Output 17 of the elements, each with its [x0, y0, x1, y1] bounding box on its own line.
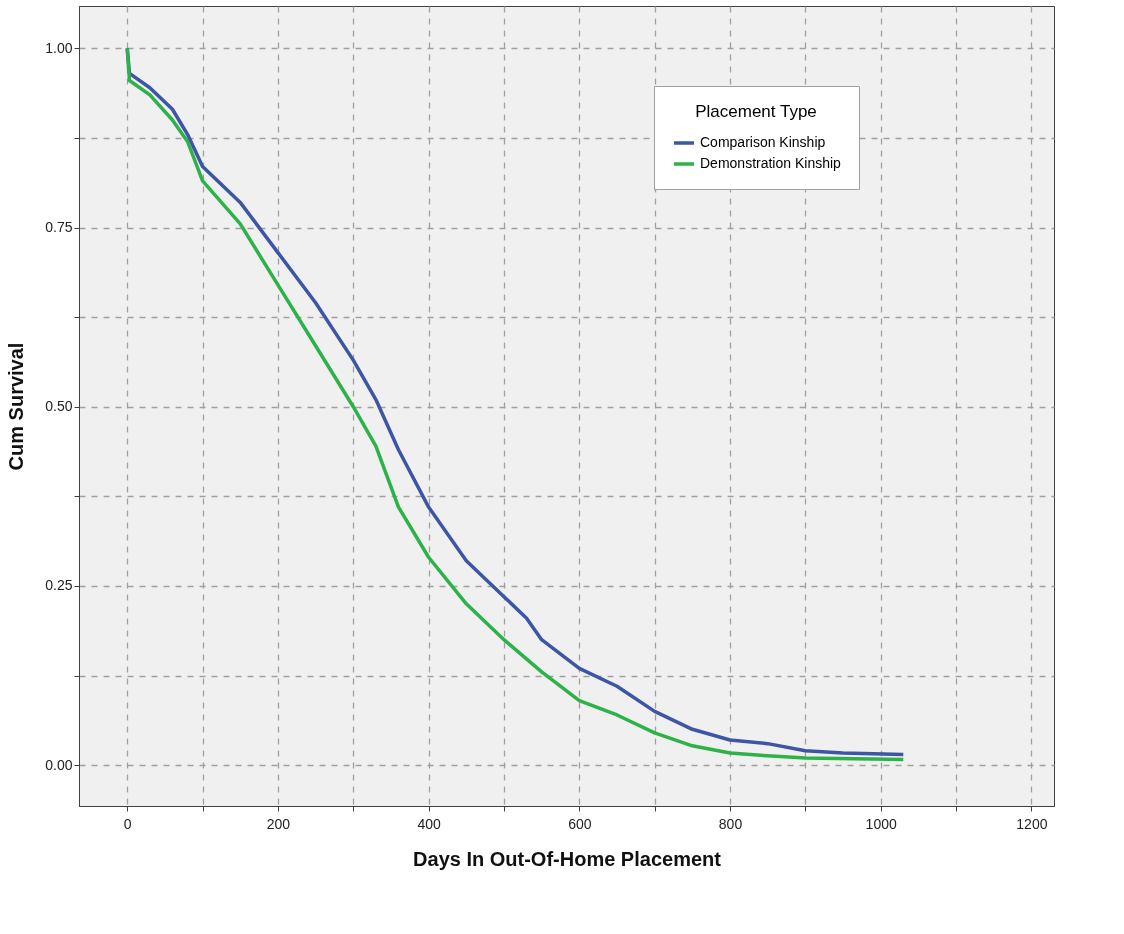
- legend-title: Placement Type: [695, 102, 817, 121]
- x-tick-label: 800: [718, 815, 743, 832]
- x-tick-label: 1000: [865, 815, 897, 832]
- y-tick-label: 0.50: [45, 398, 73, 415]
- x-axis-title: Days In Out-Of-Home Placement: [413, 847, 722, 870]
- y-tick-label: 0.75: [45, 219, 73, 236]
- x-tick-label: 0: [123, 815, 132, 832]
- legend-label: Comparison Kinship: [700, 134, 826, 150]
- legend-label: Demonstration Kinship: [700, 155, 842, 171]
- y-axis-title: Cum Survival: [5, 342, 28, 471]
- x-tick-label: 200: [266, 815, 291, 832]
- x-tick-label: 600: [568, 815, 592, 832]
- x-tick-label: 1200: [1016, 815, 1048, 832]
- y-tick-label: 1.00: [45, 39, 73, 56]
- y-tick-label: 0.25: [45, 577, 73, 594]
- x-tick-label: 400: [417, 815, 442, 832]
- y-tick-label: 0.00: [45, 756, 73, 773]
